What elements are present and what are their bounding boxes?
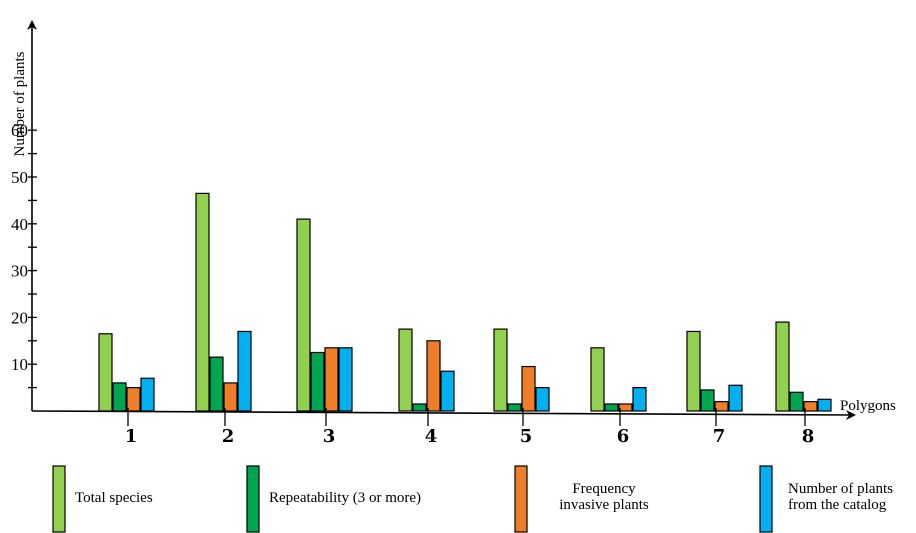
bar-2-7 <box>700 389 715 412</box>
x-tick-label-1: 1 <box>125 426 138 447</box>
bar-2-3 <box>310 351 325 412</box>
bars-group <box>98 192 832 412</box>
legend-label-4-line-2: from the catalog <box>788 497 887 513</box>
bar-3-6 <box>618 403 633 412</box>
bar-1-7 <box>686 330 701 412</box>
y-tick-label-30: 30 <box>11 262 28 281</box>
bar-3-7 <box>714 401 729 412</box>
y-axis-title: Number of plants <box>12 51 28 156</box>
y-tick-label-40: 40 <box>11 215 28 234</box>
legend-label-3-line-2: invasive plants <box>559 497 649 513</box>
legend-swatch-2 <box>246 465 260 533</box>
bar-3-3 <box>324 347 339 412</box>
x-tick-label-5: 5 <box>520 426 533 447</box>
bar-1-2 <box>195 192 210 412</box>
bar-2-2 <box>209 356 224 412</box>
x-tick-label-3: 3 <box>323 426 336 447</box>
x-tick-label-7: 7 <box>713 426 726 447</box>
x-tick-label-6: 6 <box>617 426 630 447</box>
legend-swatch-4 <box>759 465 773 533</box>
x-tick-label-8: 8 <box>802 426 815 447</box>
y-tick-label-10: 10 <box>11 355 28 374</box>
bar-4-3 <box>338 347 353 412</box>
bar-4-4 <box>440 370 455 412</box>
x-tick-label-4: 4 <box>425 426 438 447</box>
bar-2-8 <box>789 391 804 412</box>
bar-1-8 <box>775 321 790 412</box>
x-axis: 1 2 3 4 5 6 7 8 Polygons <box>31 398 896 447</box>
bar-2-5 <box>507 403 522 412</box>
legend: Total species Repeatability (3 or more) Fr… <box>52 465 893 533</box>
bar-4-1 <box>140 377 155 412</box>
bar-4-8 <box>817 398 832 412</box>
bar-2-1 <box>112 382 127 412</box>
legend-label-4-line-1: Number of plants <box>788 481 893 497</box>
bar-1-4 <box>398 328 413 412</box>
bar-3-2 <box>223 382 238 412</box>
bar-4-6 <box>632 387 647 412</box>
y-tick-label-60: 60 <box>11 121 28 140</box>
legend-swatch-1 <box>52 465 66 533</box>
y-tick-label-50: 50 <box>11 168 28 187</box>
bar-3-8 <box>803 401 818 412</box>
legend-label-2-line-1: Repeatability (3 or more) <box>269 490 421 506</box>
bar-4-5 <box>535 387 550 412</box>
y-tick-label-20: 20 <box>11 308 28 327</box>
bar-2-6 <box>604 403 619 412</box>
legend-label-3-line-1: Frequency <box>572 481 636 497</box>
legend-label-1-line-1: Total species <box>75 490 153 506</box>
bar-3-1 <box>126 387 141 412</box>
legend-swatch-3 <box>514 465 528 533</box>
x-axis-title: Polygons <box>840 398 896 414</box>
bar-4-7 <box>728 384 743 412</box>
bar-4-2 <box>237 330 252 412</box>
bar-1-5 <box>493 328 508 412</box>
x-axis-line <box>31 409 856 420</box>
bar-3-5 <box>521 365 536 412</box>
bar-1-3 <box>296 218 311 412</box>
bar-1-1 <box>98 333 113 412</box>
bar-3-4 <box>426 340 441 412</box>
bar-2-4 <box>412 403 427 412</box>
x-tick-label-2: 2 <box>222 426 235 447</box>
bar-1-6 <box>590 347 605 412</box>
